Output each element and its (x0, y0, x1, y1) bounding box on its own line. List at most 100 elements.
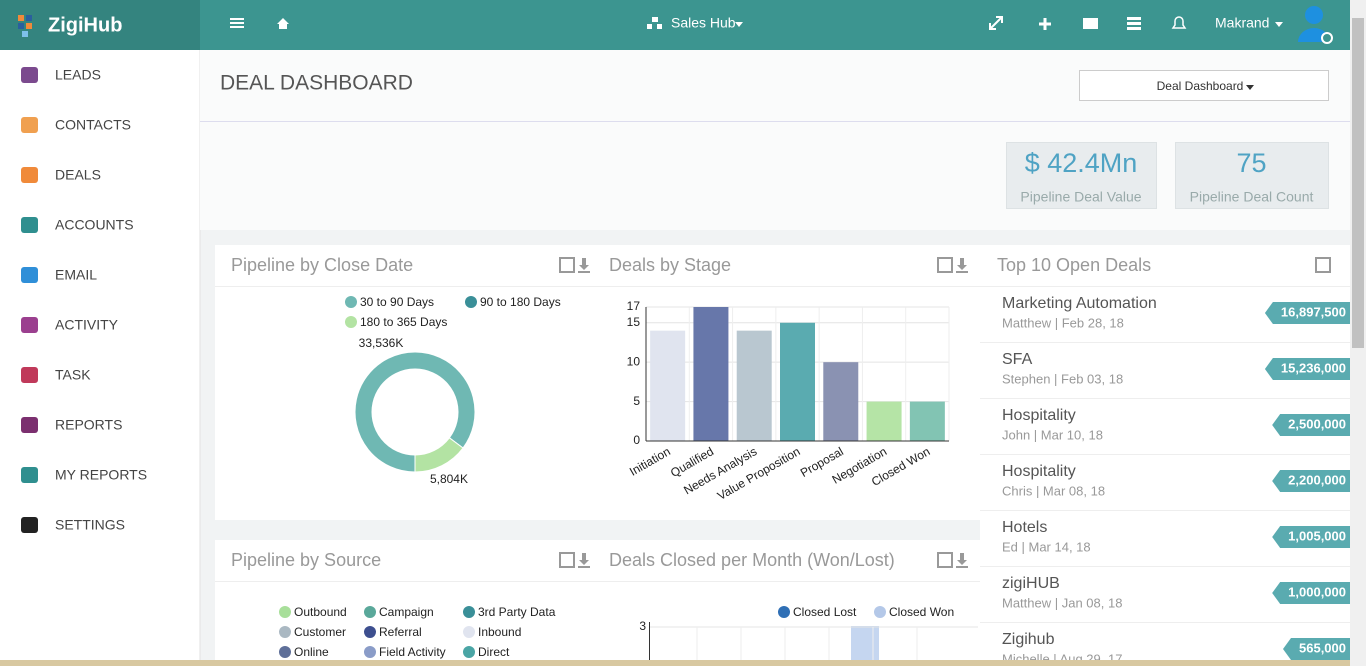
y-tick-label: 10 (627, 354, 641, 368)
amount-tag (1264, 302, 1350, 324)
deal-amount: 1,000,000 (1288, 584, 1346, 599)
add-icon[interactable] (1039, 18, 1051, 30)
legend-label: Inbound (478, 625, 521, 639)
panel-title: Pipeline by Close Date (231, 255, 413, 275)
data-label: 33,536K (359, 336, 404, 350)
bar (736, 330, 772, 441)
menu-item[interactable]: CONTACTS (55, 117, 131, 133)
dashboard-dropdown[interactable] (1079, 70, 1329, 101)
legend-label: 90 to 180 Days (480, 295, 561, 309)
open-icon[interactable] (937, 552, 953, 568)
home-icon[interactable] (277, 18, 289, 29)
menu-icon (21, 317, 38, 333)
caret (1275, 22, 1283, 27)
amount-tag (1272, 470, 1350, 492)
open-icon[interactable] (559, 257, 575, 273)
legend-label: Closed Won (889, 605, 954, 619)
open-icon[interactable] (937, 257, 953, 273)
deal-name[interactable]: Hotels (1002, 519, 1047, 536)
bar (650, 330, 686, 441)
panel-title: Top 10 Open Deals (997, 255, 1151, 275)
legend-marker (345, 296, 357, 308)
menu-item[interactable]: TASK (55, 367, 91, 383)
legend-marker (463, 626, 475, 638)
legend-label: 3rd Party Data (478, 605, 556, 619)
legend-marker (874, 606, 886, 618)
partial-bar (851, 626, 879, 666)
menu-icon[interactable] (230, 18, 244, 28)
menu-icon (21, 467, 38, 483)
hub-menu[interactable]: Sales Hub (671, 15, 736, 31)
menu-item[interactable]: LEADS (55, 67, 101, 83)
legend-marker (463, 646, 475, 658)
download-icon[interactable] (578, 258, 590, 273)
legend-label: Online (294, 645, 329, 659)
download-icon[interactable] (956, 258, 968, 273)
open-icon[interactable] (1315, 257, 1331, 273)
legend-label: Referral (379, 625, 422, 639)
donut-slice (414, 437, 464, 473)
deal-amount: 15,236,000 (1281, 360, 1346, 375)
legend-marker (345, 316, 357, 328)
menu-item[interactable]: MY REPORTS (55, 467, 147, 483)
deal-sub: Matthew | Feb 28, 18 (1002, 315, 1124, 330)
taskbar (0, 660, 1350, 666)
y-tick-label: 5 (633, 394, 640, 408)
download-icon[interactable] (578, 553, 590, 568)
list-icon[interactable] (1127, 17, 1141, 30)
legend-marker (364, 646, 376, 658)
legend-label: Direct (478, 645, 510, 659)
sidebar (0, 50, 200, 666)
deal-name[interactable]: zigiHUB (1002, 575, 1060, 592)
avatar[interactable] (1298, 6, 1333, 44)
menu-item[interactable]: ACTIVITY (55, 317, 119, 333)
deal-name[interactable]: Hospitality (1002, 463, 1076, 480)
menu-item[interactable]: EMAIL (55, 267, 97, 283)
brand-area (0, 0, 200, 50)
expand-icon[interactable] (989, 16, 1003, 30)
hub-icon (647, 17, 662, 29)
user-menu[interactable]: Makrand (1215, 15, 1269, 31)
bar (693, 307, 729, 441)
bell-icon[interactable] (1171, 16, 1187, 29)
menu-item[interactable]: ACCOUNTS (55, 217, 134, 233)
legend-label: 180 to 365 Days (360, 315, 447, 329)
kpi-label: Pipeline Deal Count (1190, 189, 1314, 205)
amount-tag (1264, 358, 1350, 380)
y-tick-label: 0 (633, 433, 640, 447)
menu-item[interactable]: REPORTS (55, 417, 122, 433)
donut-slice (354, 351, 476, 473)
deal-name[interactable]: Marketing Automation (1002, 295, 1157, 312)
y-tick-label: 3 (639, 619, 646, 633)
deal-sub: John | Mar 10, 18 (1002, 427, 1103, 442)
panel-title: Deals by Stage (609, 255, 731, 275)
deal-amount: 2,200,000 (1288, 472, 1346, 487)
panel (215, 540, 595, 666)
deal-sub: Ed | Mar 14, 18 (1002, 539, 1091, 554)
download-icon[interactable] (956, 553, 968, 568)
legend-marker (364, 606, 376, 618)
menu-item[interactable]: SETTINGS (55, 517, 125, 533)
panel (595, 540, 980, 666)
mail-icon[interactable] (1083, 18, 1098, 29)
menu-icon (21, 117, 38, 133)
deal-name[interactable]: Hospitality (1002, 407, 1076, 424)
menu-item[interactable]: DEALS (55, 167, 101, 183)
legend-label: Field Activity (379, 645, 446, 659)
deal-name[interactable]: Zigihub (1002, 631, 1055, 648)
caret (1246, 85, 1254, 90)
deal-amount: 16,897,500 (1281, 304, 1346, 319)
deal-name[interactable]: SFA (1002, 351, 1033, 368)
kpi-value: 75 (1236, 148, 1266, 178)
deal-sub: Matthew | Jan 08, 18 (1002, 595, 1122, 610)
kpi-value: $ 42.4Mn (1025, 148, 1138, 178)
legend-marker (279, 646, 291, 658)
open-icon[interactable] (559, 552, 575, 568)
deal-sub: Stephen | Feb 03, 18 (1002, 371, 1123, 386)
menu-icon (21, 217, 38, 233)
legend-marker (465, 296, 477, 308)
caret (735, 22, 743, 27)
legend-marker (279, 606, 291, 618)
scroll-thumb[interactable] (1352, 18, 1364, 348)
